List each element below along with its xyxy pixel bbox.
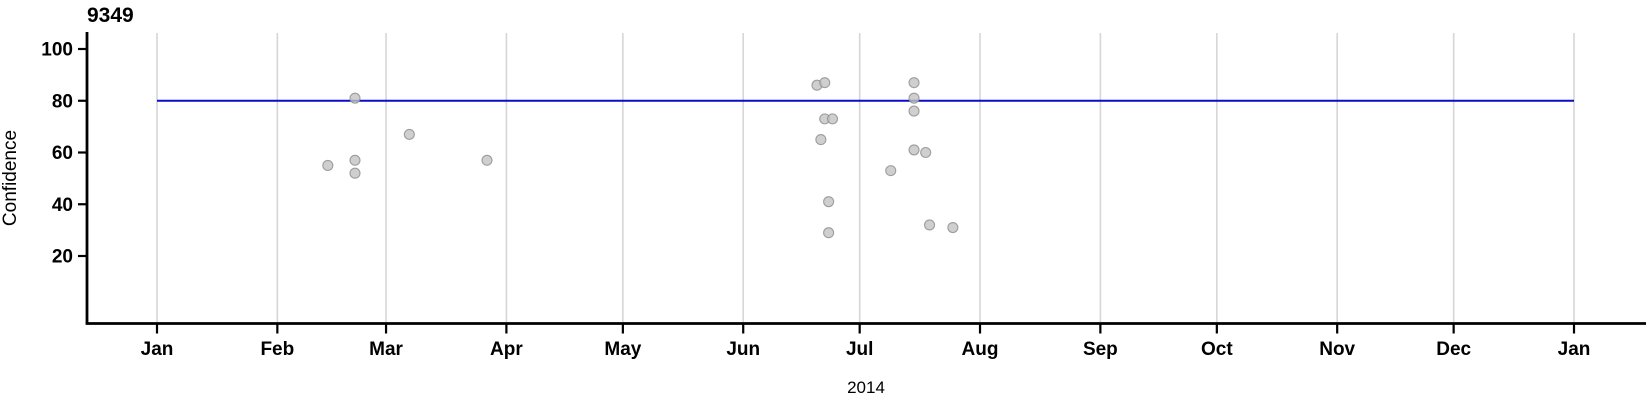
y-tick-label: 80 [52, 91, 73, 112]
x-tick-label-aug: Aug [962, 339, 999, 360]
x-tick-label-mar: Mar [369, 339, 403, 360]
x-tick-label-oct: Oct [1201, 339, 1233, 360]
x-tick-label-jul: Jul [846, 339, 873, 360]
y-axis-title: Confidence [0, 130, 21, 226]
tick-labels-group: 20 40 60 80 100 Jan Feb Mar Apr May Jun Jul Aug Sep Oc… [41, 40, 1590, 360]
data-point [815, 134, 827, 146]
data-point [908, 92, 920, 104]
x-tick-label-may: May [604, 339, 641, 360]
x-tick-label-jan-next: Jan [1558, 339, 1591, 360]
x-tick-label-jun: Jun [726, 339, 760, 360]
data-point [826, 113, 839, 125]
x-axis-title: 2014 [847, 378, 885, 397]
y-tick-label: 20 [52, 247, 73, 268]
data-points-group [322, 77, 959, 239]
data-point [924, 219, 936, 231]
data-point [349, 167, 361, 179]
data-point [947, 221, 959, 234]
data-point [885, 165, 897, 177]
data-point [481, 154, 493, 166]
data-point [823, 227, 835, 239]
data-point [349, 92, 361, 104]
data-point [823, 196, 835, 208]
data-point [908, 105, 920, 117]
data-point [403, 128, 415, 140]
data-point [322, 159, 334, 171]
axes-group [78, 32, 1646, 334]
y-tick-label: 100 [41, 40, 73, 61]
data-point [920, 146, 932, 159]
x-tick-label-feb: Feb [260, 339, 294, 360]
x-tick-label-sep: Sep [1083, 339, 1118, 360]
y-tick-label: 60 [52, 143, 73, 164]
x-tick-label-jan: Jan [141, 339, 174, 360]
gridlines-group [156, 33, 1575, 322]
y-tick-label: 40 [52, 195, 73, 216]
data-point [349, 154, 361, 166]
chart-title: 9349 [87, 4, 134, 27]
data-point [908, 144, 920, 156]
x-tick-label-apr: Apr [490, 339, 523, 360]
data-point [908, 77, 920, 89]
x-tick-label-dec: Dec [1436, 339, 1471, 360]
x-tick-label-nov: Nov [1319, 339, 1355, 360]
data-point [819, 77, 831, 89]
